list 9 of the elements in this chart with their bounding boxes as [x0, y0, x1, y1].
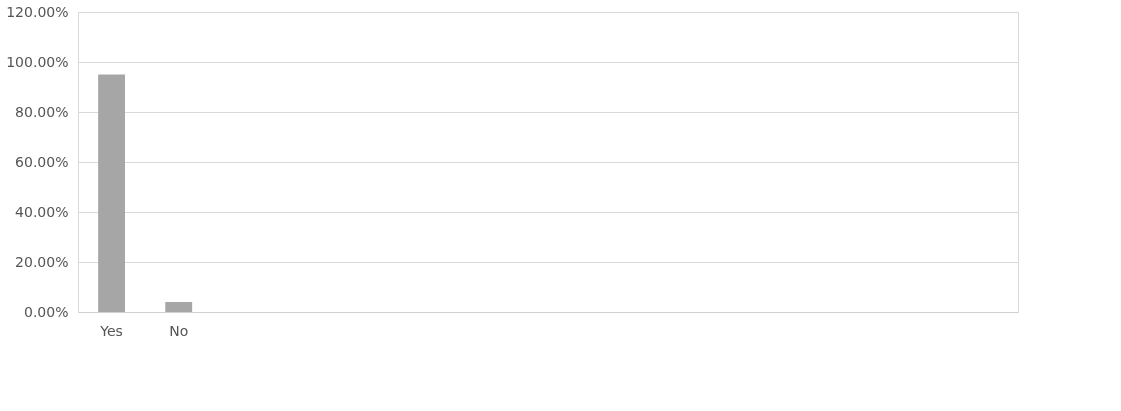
- y-tick-label: 120.00%: [6, 3, 69, 20]
- y-tick-label: 20.00%: [15, 253, 69, 270]
- y-tick-label: 80.00%: [15, 103, 69, 120]
- x-tick-label: No: [169, 322, 189, 339]
- y-tick-label: 0.00%: [24, 303, 69, 320]
- y-tick-label: 60.00%: [15, 153, 69, 170]
- y-tick-label: 100.00%: [6, 53, 69, 70]
- x-tick-label: Yes: [99, 322, 123, 339]
- y-tick-label: 40.00%: [15, 203, 69, 220]
